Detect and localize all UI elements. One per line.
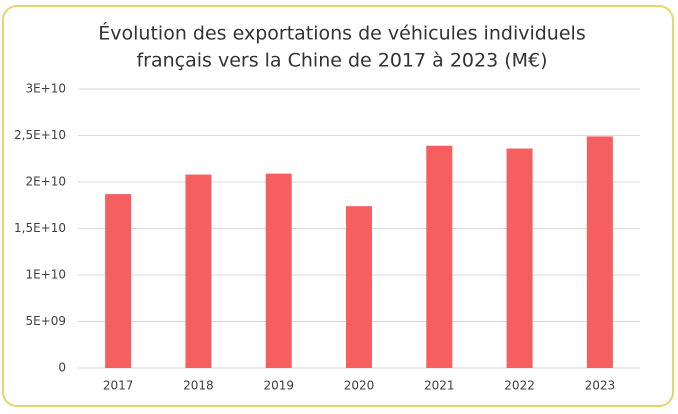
bar xyxy=(265,173,292,368)
x-tick-label: 2022 xyxy=(504,379,535,393)
y-tick-label: 2,5E+10 xyxy=(14,128,66,142)
x-tick-label: 2019 xyxy=(263,379,294,393)
bar xyxy=(346,206,372,368)
bar xyxy=(185,174,212,368)
y-tick-label: 0 xyxy=(58,361,66,375)
chart-title: français vers la Chine de 2017 à 2023 (M… xyxy=(136,50,547,72)
x-tick-label: 2021 xyxy=(424,379,455,393)
bar xyxy=(426,145,453,368)
chart-title: Évolution des exportations de véhicules … xyxy=(98,22,585,45)
y-tick-label: 5E+09 xyxy=(25,314,66,328)
y-tick-label: 2E+10 xyxy=(25,175,66,189)
x-tick-label: 2023 xyxy=(585,379,616,393)
bar xyxy=(105,194,132,368)
x-tick-label: 2017 xyxy=(103,379,134,393)
y-tick-label: 3E+10 xyxy=(25,82,66,96)
y-tick-label: 1,5E+10 xyxy=(14,221,66,235)
y-tick-label: 1E+10 xyxy=(25,268,66,282)
x-tick-label: 2020 xyxy=(344,379,375,393)
chart-frame xyxy=(2,5,674,407)
x-tick-label: 2018 xyxy=(183,379,214,393)
bar xyxy=(506,148,533,368)
bar xyxy=(586,136,613,368)
